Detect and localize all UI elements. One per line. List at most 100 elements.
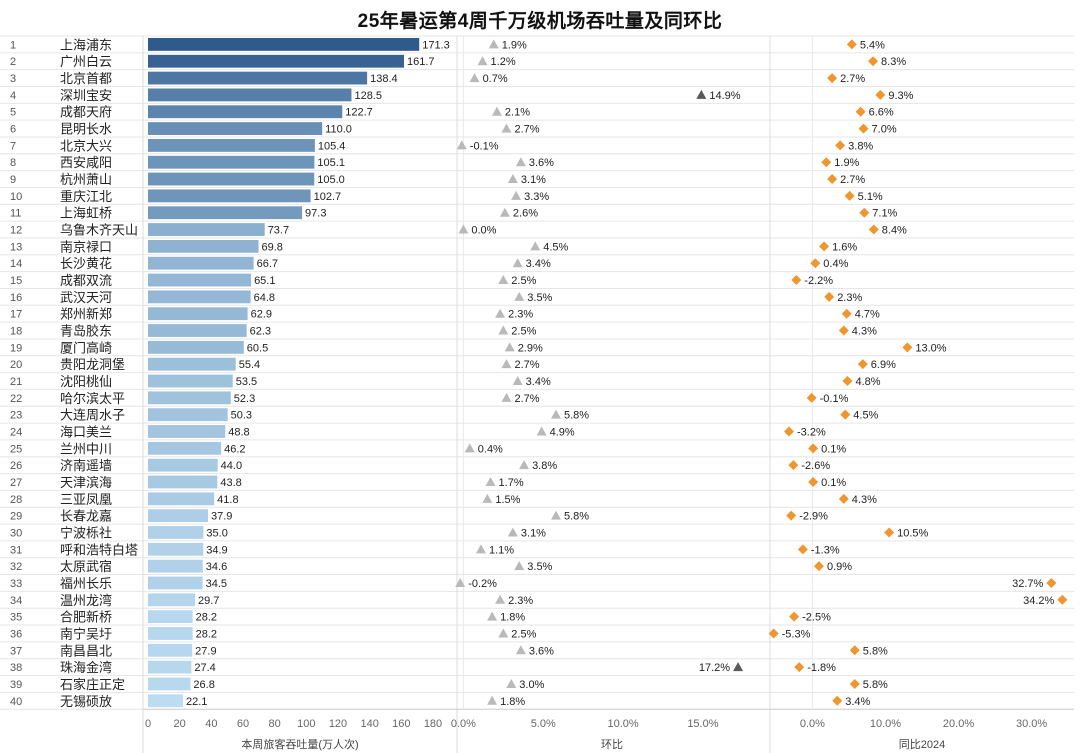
throughput-value-label: 22.1 bbox=[186, 696, 207, 708]
rank-label: 2 bbox=[10, 56, 16, 68]
mom-value-label: 2.6% bbox=[513, 208, 538, 220]
mom-marker bbox=[501, 392, 512, 402]
throughput-value-label: 64.8 bbox=[254, 292, 275, 304]
rank-label: 30 bbox=[10, 527, 22, 539]
throughput-value-label: 105.1 bbox=[317, 157, 345, 169]
yoy-value-label: 2.7% bbox=[840, 73, 865, 85]
airport-label: 武汉天河 bbox=[60, 290, 112, 305]
airport-label: 南京禄口 bbox=[60, 239, 112, 254]
mom-value-label: -0.1% bbox=[470, 140, 499, 152]
throughput-bar bbox=[148, 643, 193, 657]
airport-label: 太原武宿 bbox=[60, 559, 112, 574]
mom-marker bbox=[506, 678, 517, 688]
yoy-marker bbox=[858, 123, 869, 134]
airport-label: 石家庄正定 bbox=[60, 677, 125, 692]
axis-tick-label: 40 bbox=[205, 718, 217, 730]
throughput-value-label: 37.9 bbox=[211, 511, 232, 523]
throughput-bar bbox=[148, 155, 315, 169]
mom-marker bbox=[507, 527, 518, 537]
mom-value-label: 2.7% bbox=[515, 359, 540, 371]
airport-label: 三亚凤凰 bbox=[60, 492, 112, 507]
airport-label: 厦门高崎 bbox=[60, 340, 112, 355]
yoy-marker bbox=[797, 544, 808, 555]
yoy-marker bbox=[1057, 594, 1068, 605]
airport-label: 福州长乐 bbox=[60, 576, 112, 591]
mom-value-label: -0.2% bbox=[468, 578, 497, 590]
throughput-bar bbox=[148, 458, 218, 472]
yoy-value-label: -2.6% bbox=[801, 460, 830, 472]
mom-value-label: 3.6% bbox=[529, 157, 554, 169]
rank-label: 8 bbox=[10, 157, 16, 169]
yoy-value-label: 0.1% bbox=[821, 443, 846, 455]
mom-marker bbox=[469, 73, 480, 83]
throughput-bar bbox=[148, 172, 315, 186]
airport-label: 呼和浩特白塔 bbox=[60, 542, 138, 557]
mom-value-label: 4.5% bbox=[543, 241, 568, 253]
airport-label: 昆明长水 bbox=[60, 122, 112, 137]
yoy-marker bbox=[844, 190, 855, 201]
rank-label: 26 bbox=[10, 460, 22, 472]
rank-label: 22 bbox=[10, 393, 22, 405]
mom-value-label: 4.9% bbox=[550, 427, 575, 439]
mom-marker bbox=[498, 325, 509, 335]
rank-label: 17 bbox=[10, 309, 22, 321]
mom-value-label: 3.3% bbox=[524, 191, 549, 203]
yoy-marker bbox=[842, 376, 853, 387]
throughput-value-label: 41.8 bbox=[217, 494, 238, 506]
mom-value-label: 3.4% bbox=[526, 376, 551, 388]
yoy-marker bbox=[840, 409, 851, 420]
throughput-value-label: 122.7 bbox=[345, 107, 373, 119]
rank-label: 15 bbox=[10, 275, 22, 287]
airport-label: 温州龙湾 bbox=[60, 593, 112, 608]
mom-marker bbox=[514, 291, 525, 301]
yoy-value-label: 6.6% bbox=[869, 107, 894, 119]
throughput-bar bbox=[148, 357, 236, 371]
mom-marker bbox=[511, 190, 522, 200]
yoy-marker bbox=[768, 628, 779, 639]
yoy-value-label: 0.4% bbox=[823, 258, 848, 270]
airport-label: 西安咸阳 bbox=[60, 155, 112, 170]
yoy-value-label: 5.8% bbox=[863, 645, 888, 657]
mom-value-label: 0.4% bbox=[478, 443, 503, 455]
yoy-value-label: 7.1% bbox=[872, 208, 897, 220]
throughput-value-label: 97.3 bbox=[305, 208, 326, 220]
yoy-marker bbox=[794, 662, 805, 673]
rank-label: 38 bbox=[10, 662, 22, 674]
mom-marker bbox=[515, 157, 526, 167]
mom-value-label: 2.7% bbox=[515, 124, 540, 136]
throughput-bar bbox=[148, 105, 343, 119]
rank-label: 9 bbox=[10, 174, 16, 186]
axis-tick-label: 0 bbox=[145, 718, 151, 730]
throughput-value-label: 29.7 bbox=[198, 595, 219, 607]
rank-label: 36 bbox=[10, 628, 22, 640]
throughput-bar bbox=[148, 694, 183, 708]
mom-value-label: 3.8% bbox=[532, 460, 557, 472]
mom-value-label: 2.5% bbox=[511, 275, 536, 287]
rank-label: 19 bbox=[10, 342, 22, 354]
airport-label: 乌鲁木齐天山 bbox=[60, 223, 138, 238]
mom-marker bbox=[512, 258, 523, 268]
axis-tick-label: 100 bbox=[297, 718, 315, 730]
throughput-bar bbox=[148, 677, 191, 691]
yoy-value-label: 4.8% bbox=[855, 376, 880, 388]
chart-title: 25年暑运第4周千万级机场吞吐量及同环比 bbox=[357, 11, 723, 32]
yoy-value-label: 0.9% bbox=[827, 561, 852, 573]
mom-value-label: 2.7% bbox=[515, 393, 540, 405]
airport-label: 哈尔滨太平 bbox=[60, 391, 125, 406]
axis-tick-label: 180 bbox=[424, 718, 442, 730]
throughput-value-label: 105.0 bbox=[317, 174, 345, 186]
mom-marker bbox=[733, 662, 744, 672]
yoy-marker bbox=[838, 325, 849, 336]
rank-label: 16 bbox=[10, 292, 22, 304]
mom-value-label: 2.5% bbox=[511, 628, 536, 640]
mom-value-label: 2.1% bbox=[505, 107, 530, 119]
rank-label: 25 bbox=[10, 443, 22, 455]
axis-tick-label: 80 bbox=[269, 718, 281, 730]
mom-value-label: 1.1% bbox=[489, 544, 514, 556]
mom-marker bbox=[507, 174, 518, 184]
yoy-value-label: 1.9% bbox=[834, 157, 859, 169]
mom-marker bbox=[536, 426, 547, 436]
rank-label: 10 bbox=[10, 191, 22, 203]
mom-marker bbox=[501, 359, 512, 369]
